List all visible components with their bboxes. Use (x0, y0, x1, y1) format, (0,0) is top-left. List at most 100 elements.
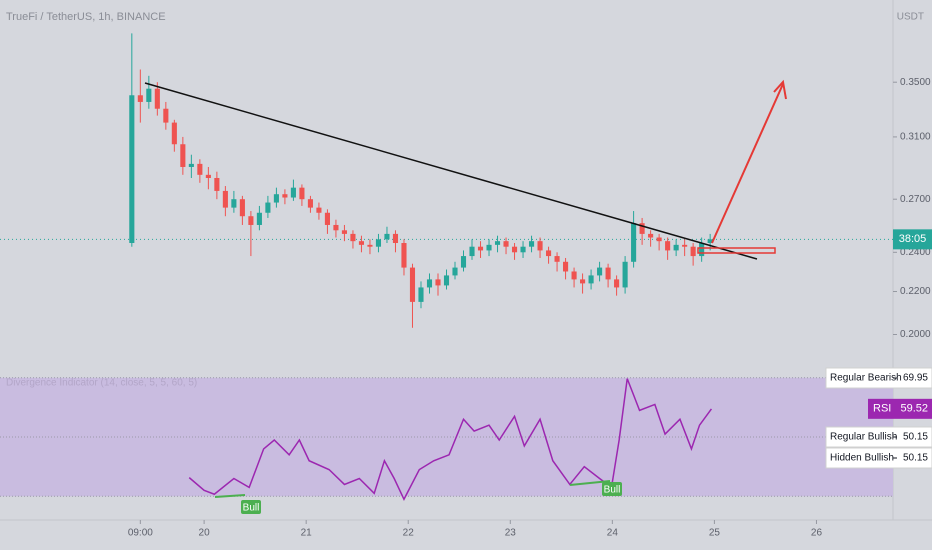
candle-body (350, 233, 356, 242)
candle-body (418, 287, 424, 302)
x-tick-label: 25 (709, 528, 721, 539)
rsi-value: 59.52 (900, 403, 928, 415)
candle-body (239, 199, 245, 217)
divergence-label-value: 50.15 (903, 453, 928, 464)
candle-body (656, 237, 662, 242)
divergence-label-text: Hidden Bullish (830, 453, 894, 464)
x-tick-label: 24 (607, 528, 619, 539)
candle-body (452, 267, 458, 276)
candle-body (375, 239, 382, 247)
candle-body (537, 241, 543, 251)
arrow-head (773, 79, 787, 100)
candle-layer (129, 33, 713, 328)
candle-body (146, 88, 152, 102)
candle-body (614, 279, 620, 288)
candle-body (231, 199, 237, 208)
last-price-box (893, 229, 932, 250)
candle-body (222, 190, 228, 208)
candle-body (690, 246, 696, 257)
candle-body (171, 122, 177, 145)
bull-label: Bull (243, 503, 260, 514)
divergence-label-text: Regular Bullish (830, 432, 897, 443)
y-tick-label: 0.2700 (900, 194, 931, 205)
candle-body (137, 95, 143, 102)
candle-body (197, 163, 203, 175)
candle-body (401, 243, 407, 268)
candle-body (392, 233, 399, 244)
x-tick-label: 09:00 (128, 528, 153, 539)
candle-body (290, 187, 296, 198)
candle-body (665, 241, 671, 251)
bull-tag (241, 500, 261, 514)
candle-body (426, 279, 433, 288)
y-tick-label: 0.3100 (900, 132, 931, 143)
candle-body (503, 241, 509, 247)
candle-body (214, 177, 220, 191)
candle-body (571, 271, 577, 280)
candle-body (648, 233, 654, 238)
divergence-line (214, 494, 246, 498)
candle-body (367, 244, 373, 247)
trendline (144, 82, 758, 260)
rsi-layer (188, 378, 713, 501)
candle-body (316, 207, 322, 213)
divergence-line (569, 480, 611, 486)
candle-body (358, 241, 365, 245)
divergence-label-value: 69.95 (903, 373, 928, 384)
candle-body (588, 275, 594, 284)
x-tick-label: 21 (301, 528, 313, 539)
candle-body (494, 241, 501, 245)
rsi-value-box (868, 398, 932, 419)
candle-body (554, 256, 560, 262)
candle-body (129, 95, 135, 244)
rsi-name: RSI (873, 403, 891, 415)
candle-body (307, 199, 313, 208)
candle-body (563, 261, 569, 272)
divergence-label-box (825, 367, 932, 389)
candle-body (180, 144, 186, 167)
candle-body (631, 223, 637, 262)
y-tick-label: 0.2000 (900, 329, 931, 340)
grid-layer (0, 81, 897, 524)
candle-body (639, 223, 645, 234)
candle-body (528, 241, 535, 247)
x-tick-label: 20 (199, 528, 211, 539)
candle-body (282, 194, 288, 198)
candle-body (248, 216, 254, 225)
candle-body (605, 267, 611, 280)
candle-body (333, 224, 339, 231)
candle-body (324, 212, 330, 225)
target-arrow (711, 83, 784, 244)
breakout-box (697, 247, 776, 254)
candle-body (707, 239, 713, 244)
y-tick-label: 0.2200 (900, 286, 931, 297)
y-tick-label: 0.2400 (900, 247, 931, 258)
candle-body (460, 256, 467, 268)
candle-body (299, 187, 305, 200)
price-unit: USDT (897, 12, 924, 23)
price-label: 38:05 (899, 233, 927, 245)
chart-title: TrueFi / TetherUS, 1h, BINANCE (6, 11, 166, 23)
divergence-label-box (825, 447, 932, 469)
rsi-line (188, 378, 713, 501)
candle-body (597, 267, 603, 276)
candle-body (443, 275, 450, 286)
x-tick-label: 26 (811, 528, 823, 539)
divergence-label-box (825, 426, 932, 448)
candle-body (511, 246, 518, 253)
candle-body (546, 250, 552, 257)
divergence-label-text: Regular Bearish (830, 373, 902, 384)
candle-body (699, 243, 705, 257)
candle-body (265, 202, 271, 213)
candle-body (188, 163, 194, 167)
candle-body (205, 174, 211, 178)
candle-body (580, 279, 586, 284)
candle-body (384, 233, 390, 240)
candle-body (469, 246, 475, 257)
label-layer: 0.3500 0.3100 0.2700 0.2400 0.2200 0.2000 09:0… (128, 77, 932, 539)
candle-body (163, 108, 169, 123)
x-tick-label: 23 (505, 528, 517, 539)
y-tick-label: 0.3500 (900, 77, 931, 88)
divergence-label-value: 50.15 (903, 432, 928, 443)
